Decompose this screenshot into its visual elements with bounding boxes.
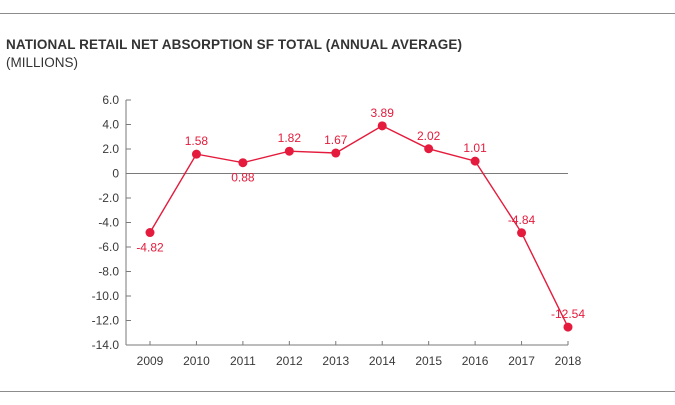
data-label: 2.02 bbox=[417, 129, 441, 143]
x-tick-label: 2012 bbox=[276, 354, 303, 368]
x-tick-label: 2013 bbox=[322, 354, 349, 368]
data-point bbox=[377, 121, 387, 131]
x-tick-label: 2010 bbox=[183, 354, 210, 368]
bottom-rule bbox=[0, 391, 675, 392]
data-label: 1.01 bbox=[463, 141, 487, 155]
x-tick-label: 2011 bbox=[230, 354, 256, 368]
data-label: 3.89 bbox=[371, 106, 395, 120]
y-tick-label: -8.0 bbox=[98, 265, 119, 279]
x-tick-label: 2014 bbox=[369, 354, 396, 368]
data-label: -4.82 bbox=[136, 241, 164, 255]
series-line-path bbox=[149, 125, 569, 328]
data-label: -4.84 bbox=[508, 213, 536, 227]
axes bbox=[125, 99, 569, 346]
x-tick-label: 2015 bbox=[415, 354, 442, 368]
y-tick-labels: 6.0 4.0 2.0 0 -2.0 -4.0 -6.0 -8.0 -10.0 -12.0 -14.… bbox=[92, 93, 120, 352]
data-point bbox=[284, 146, 294, 156]
data-label: 1.82 bbox=[278, 131, 302, 145]
y-tick-label: 6.0 bbox=[102, 93, 119, 107]
data-label: -12.54 bbox=[551, 307, 585, 321]
data-point bbox=[424, 144, 434, 154]
y-tick-label: 4.0 bbox=[102, 118, 119, 132]
data-points bbox=[145, 121, 573, 332]
y-tick-label: -14.0 bbox=[92, 338, 120, 352]
data-point bbox=[145, 228, 155, 238]
data-point bbox=[517, 228, 527, 238]
data-labels: -4.82 1.58 0.88 1.82 1.67 3.89 2.02 1.01 -4.84 -1… bbox=[136, 106, 585, 321]
data-point bbox=[331, 148, 341, 158]
y-tick-label: -12.0 bbox=[92, 314, 120, 328]
chart-title: NATIONAL RETAIL NET ABSORPTION SF TOTAL … bbox=[6, 37, 463, 52]
data-point bbox=[563, 322, 573, 332]
x-tick-labels: 2009 2010 2011 2012 2013 2014 2015 2016 2017 2018 bbox=[137, 354, 582, 368]
y-tick-label: -10.0 bbox=[92, 289, 120, 303]
y-tick-label: 0 bbox=[112, 167, 119, 181]
series-line bbox=[149, 125, 569, 328]
data-point bbox=[470, 156, 480, 166]
data-label: 1.58 bbox=[185, 134, 209, 148]
data-point bbox=[191, 149, 201, 159]
y-tick-label: -2.0 bbox=[98, 191, 119, 205]
data-label: 1.67 bbox=[324, 133, 348, 147]
y-tick-label: -6.0 bbox=[98, 240, 119, 254]
data-point bbox=[238, 158, 248, 168]
y-tick-label: 2.0 bbox=[102, 142, 119, 156]
x-tick-label: 2016 bbox=[462, 354, 489, 368]
x-tick-label: 2017 bbox=[508, 354, 535, 368]
chart-subtitle: (MILLIONS) bbox=[6, 55, 79, 70]
x-tick-label: 2009 bbox=[137, 354, 164, 368]
y-tick-label: -4.0 bbox=[98, 216, 119, 230]
top-rule bbox=[0, 13, 675, 14]
data-label: 0.88 bbox=[231, 171, 255, 185]
x-tick-label: 2018 bbox=[555, 354, 582, 368]
